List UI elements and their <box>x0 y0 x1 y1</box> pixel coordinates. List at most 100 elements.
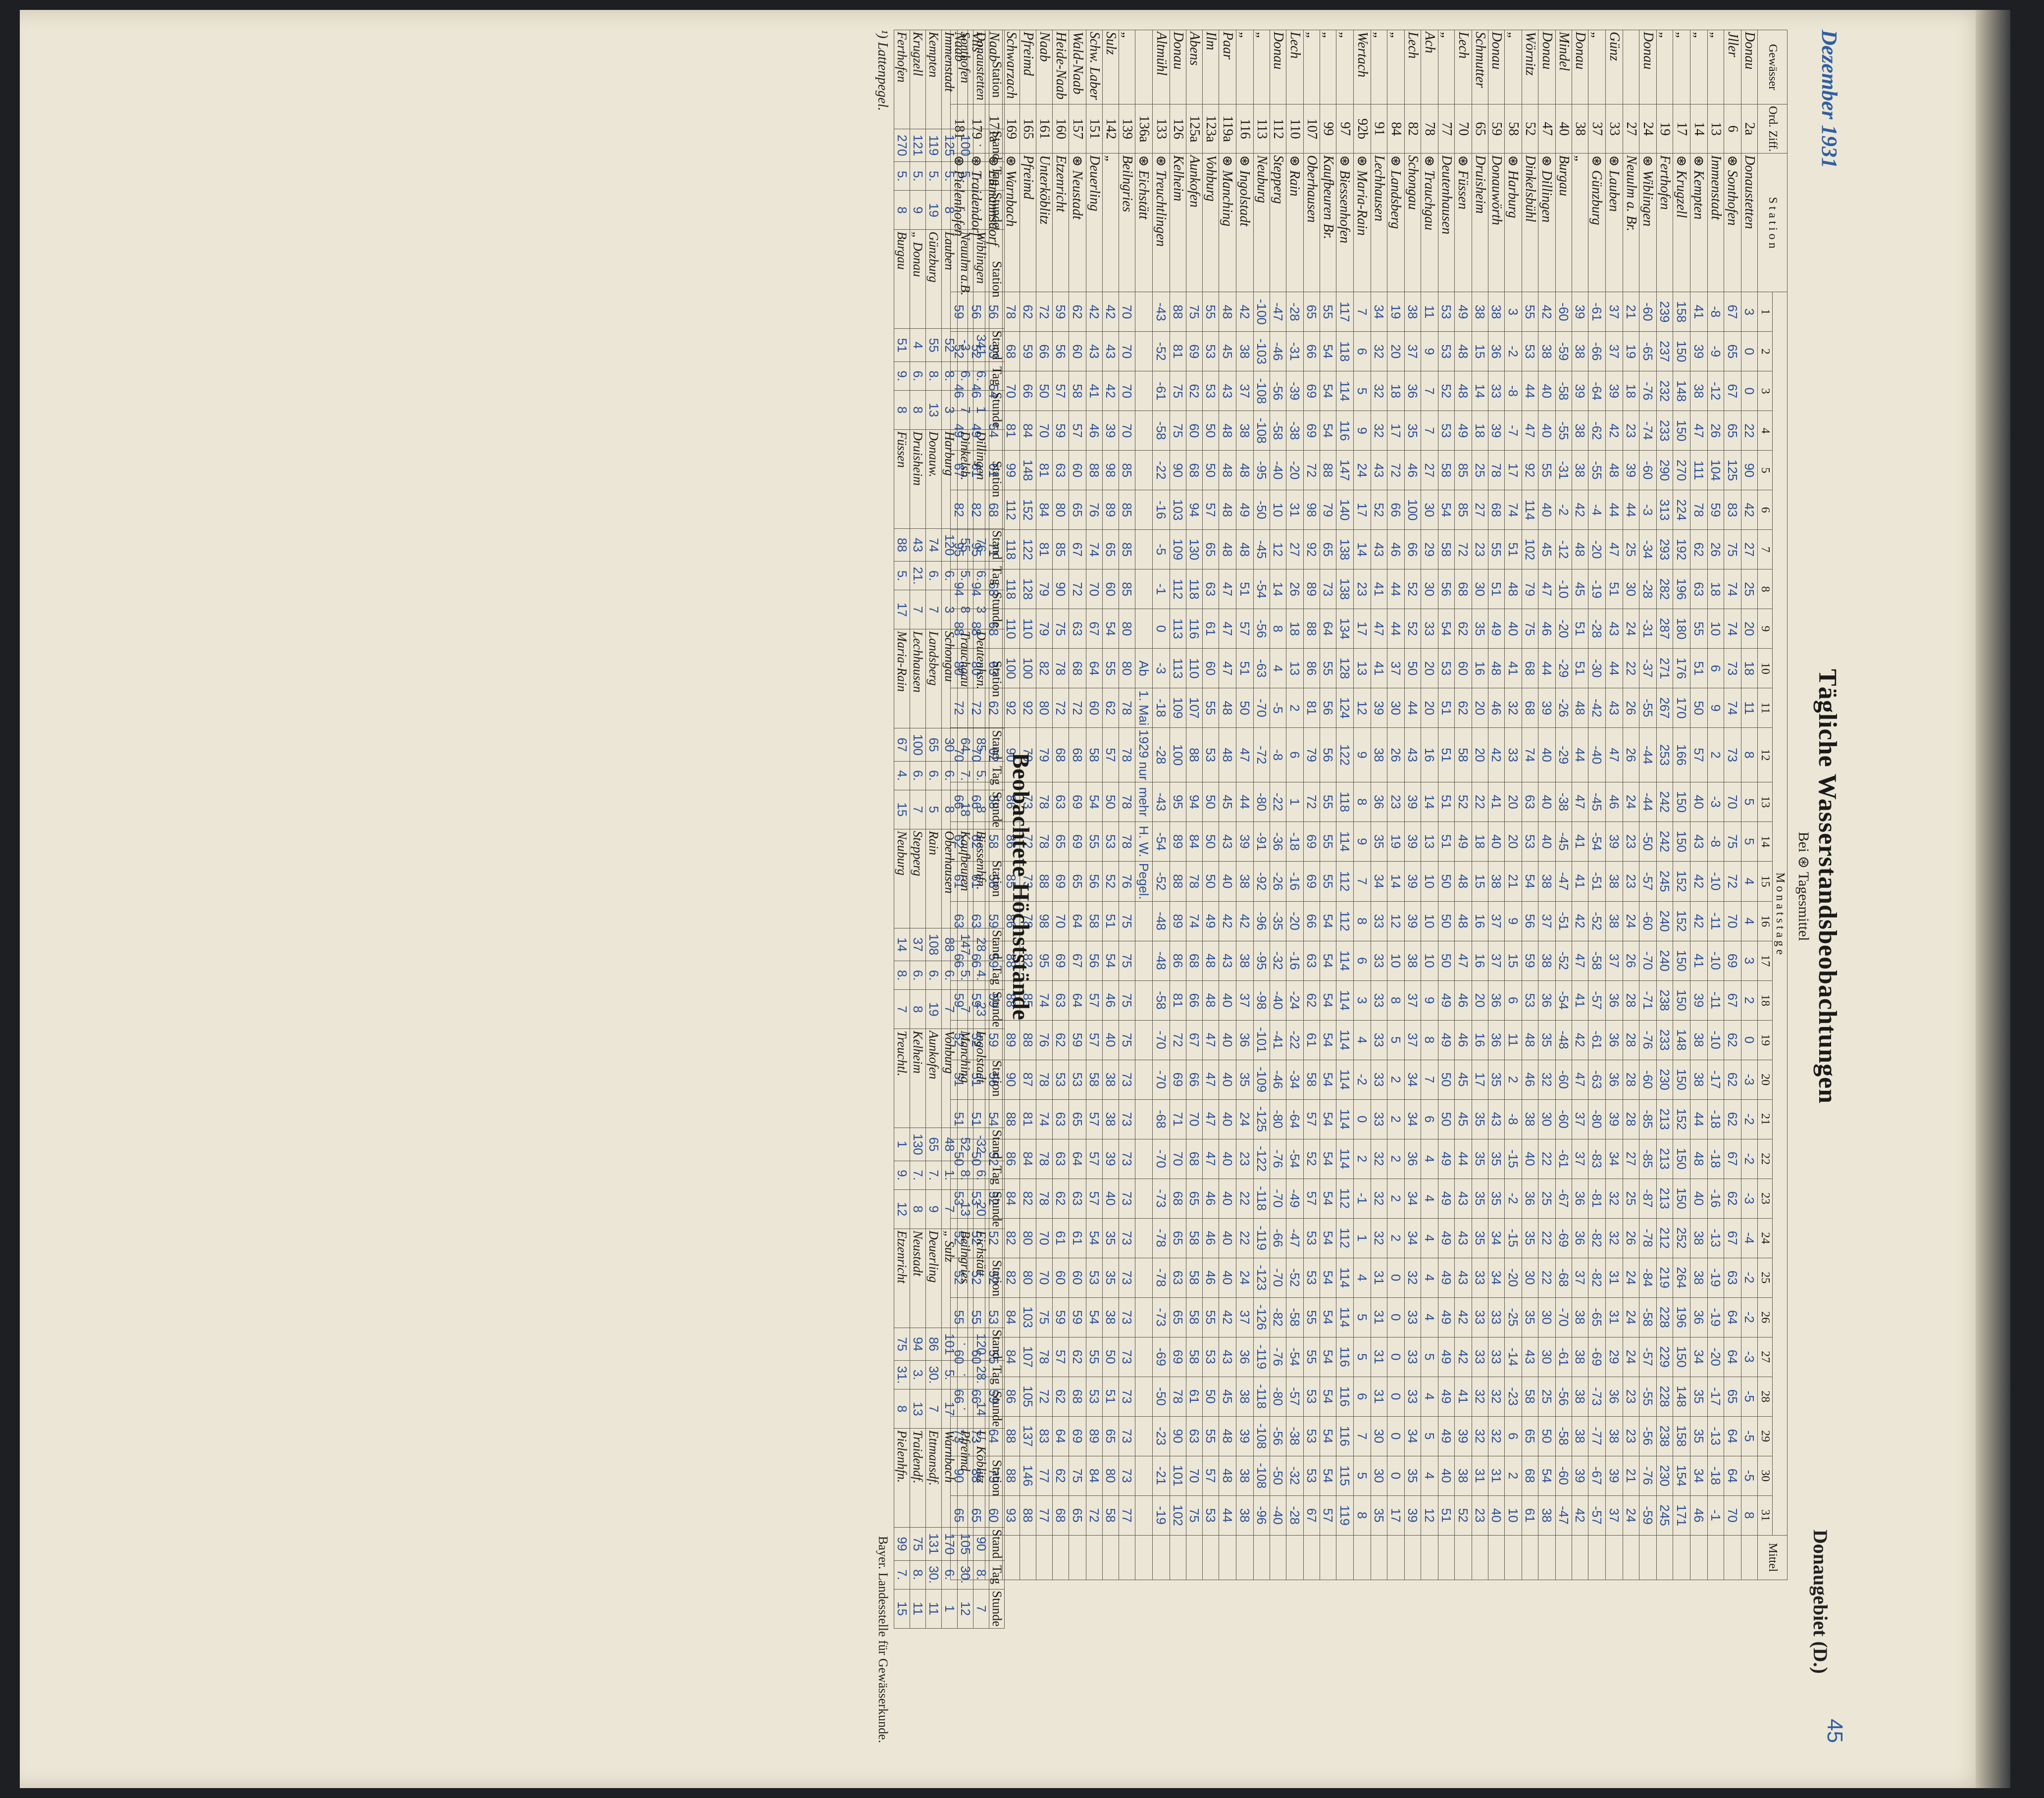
day-value-cell: 66 <box>1036 331 1053 371</box>
day-value-cell: 70 <box>1119 411 1135 451</box>
day-value-cell: 229 <box>1656 1337 1673 1377</box>
day-value-cell: 6 <box>1504 1416 1522 1456</box>
peak-tag-cell: 5. <box>957 561 973 590</box>
peak-tag-cell: 28. <box>973 1360 989 1389</box>
day-value-cell: -76 <box>1639 371 1657 411</box>
mean-cell <box>1303 1535 1320 1580</box>
day-value-cell: 53 <box>1303 1377 1320 1417</box>
day-value-cell: -16 <box>1286 861 1304 902</box>
station-cell: ⊛ Treuchtlingen <box>1152 153 1170 292</box>
peak-tag-cell: 6. <box>941 1560 958 1590</box>
mean-cell <box>1286 1535 1304 1580</box>
day-value-cell: 38 <box>1236 411 1254 451</box>
day-value-cell: -60 <box>1555 1060 1572 1100</box>
peak-stand-cell: 75 <box>894 1328 910 1361</box>
day-value-cell: 54 <box>1522 861 1538 902</box>
day-value-cell: 20 <box>1504 782 1522 822</box>
day-value-cell <box>1135 529 1153 569</box>
day-value-cell: 54 <box>1438 609 1455 649</box>
day-value-cell: Pegel. <box>1135 861 1153 902</box>
day-value-cell: 44 <box>1454 1139 1472 1179</box>
day-value-cell: 44 <box>1404 688 1421 728</box>
peak-stand-cell: 88 <box>894 528 910 562</box>
day-value-cell: -52 <box>1588 901 1606 941</box>
day-value-cell: -18 <box>1707 1139 1724 1179</box>
day-value-cell: 38 <box>1605 1416 1623 1456</box>
peak-tag-header: Tag <box>989 561 1005 590</box>
day-value-cell: 152 <box>1673 1099 1690 1139</box>
day-value-cell: 45 <box>1454 1099 1472 1139</box>
day-value-cell: 58 <box>1086 901 1103 941</box>
day-value-cell: 69 <box>1170 1337 1186 1377</box>
day-value-cell: 67 <box>1724 980 1741 1021</box>
day-value-cell: 118 <box>1186 569 1203 609</box>
peak-tag-cell: 5. <box>894 161 910 191</box>
day-value-cell: -61 <box>1555 1337 1572 1377</box>
day-value-cell: 49 <box>1202 901 1219 941</box>
day-value-cell: 40 <box>1690 782 1708 822</box>
day-value-cell: 58 <box>1303 1060 1320 1100</box>
day-value-cell: 5 <box>1353 1337 1371 1377</box>
day-value-cell: 62 <box>1052 1020 1069 1060</box>
day-value-cell: 98 <box>1303 490 1320 530</box>
day-value-cell: 78 <box>1036 822 1053 862</box>
day-header: 27 <box>1757 1337 1773 1377</box>
day-value-cell: -23 <box>1504 1377 1522 1417</box>
day-value-cell: 65 <box>1724 331 1741 371</box>
day-value-cell: 27 <box>1421 450 1438 490</box>
day-value-cell: 114 <box>1336 1297 1354 1337</box>
day-value-cell: 36 <box>1404 1139 1421 1179</box>
day-value-cell: 54 <box>1320 901 1336 941</box>
peak-stand-cell: 90 <box>973 1527 989 1561</box>
day-value-cell: -82 <box>1270 1297 1286 1337</box>
day-value-cell: 38 <box>1690 1020 1708 1060</box>
day-value-cell: -108 <box>1253 411 1270 451</box>
day-value-cell: 23 <box>1353 569 1371 609</box>
day-value-cell: 53 <box>1303 1258 1320 1298</box>
day-value-cell: 55 <box>1538 450 1556 490</box>
day-value-cell: 49 <box>1454 822 1472 862</box>
day-value-cell: 58 <box>1186 1258 1203 1298</box>
day-value-cell: 54 <box>1320 411 1336 451</box>
day-value-cell: 60 <box>1454 648 1472 688</box>
mean-cell <box>1069 1535 1086 1580</box>
day-value-cell: 40 <box>1102 1020 1119 1060</box>
day-value-cell: 40 <box>1538 411 1556 451</box>
day-value-cell: 33 <box>1421 609 1438 649</box>
day-value-cell: 7 <box>1353 292 1371 332</box>
day-value-cell: 54 <box>1320 1060 1336 1100</box>
day-value-cell: 61 <box>1202 609 1219 649</box>
day-value-cell: 54 <box>1086 1297 1103 1337</box>
ord-cell: 136a <box>1135 104 1153 154</box>
day-value-cell: 65 <box>1202 529 1219 569</box>
day-value-cell: 69 <box>1069 782 1086 822</box>
peak-stunde-header: Stunde <box>989 989 1005 1029</box>
day-value-cell: 54 <box>1320 980 1336 1021</box>
peak-stunde-cell: 20 <box>973 1189 989 1229</box>
day-value-cell: 62 <box>1052 1377 1069 1417</box>
day-value-cell: 67 <box>1724 292 1741 332</box>
ord-cell: 24 <box>1639 104 1657 154</box>
day-value-cell: 22 <box>1741 411 1758 451</box>
day-value-cell: 44 <box>1623 490 1639 530</box>
day-value-cell: 48 <box>1572 688 1588 728</box>
day-value-cell: 22 <box>1538 1139 1556 1179</box>
day-value-cell: -15 <box>1504 1218 1522 1258</box>
day-value-cell: 180 <box>1673 609 1690 649</box>
day-value-cell: 38 <box>1572 411 1588 451</box>
day-value-cell: 224 <box>1673 490 1690 530</box>
day-value-cell: 75 <box>1522 609 1538 649</box>
river-cell: Schmutter <box>1472 30 1488 104</box>
day-value-cell: 22 <box>1236 1218 1254 1258</box>
day-value-cell: -18 <box>1286 822 1304 862</box>
peak-station-cell: Ingolstadt <box>973 1028 989 1128</box>
peak-station-cell: Oberhausen <box>941 829 958 928</box>
ord-cell: 142 <box>1102 104 1119 154</box>
peak-station-cell: Harburg <box>941 429 958 529</box>
day-value-cell <box>1135 1297 1153 1337</box>
day-value-cell: 38 <box>1236 1377 1254 1417</box>
peak-tag-cell: 5. <box>941 1360 958 1389</box>
peak-station-cell: Landsberg <box>925 629 942 728</box>
river-cell: Naab <box>1036 30 1053 104</box>
day-value-cell: 57 <box>1086 1099 1103 1139</box>
